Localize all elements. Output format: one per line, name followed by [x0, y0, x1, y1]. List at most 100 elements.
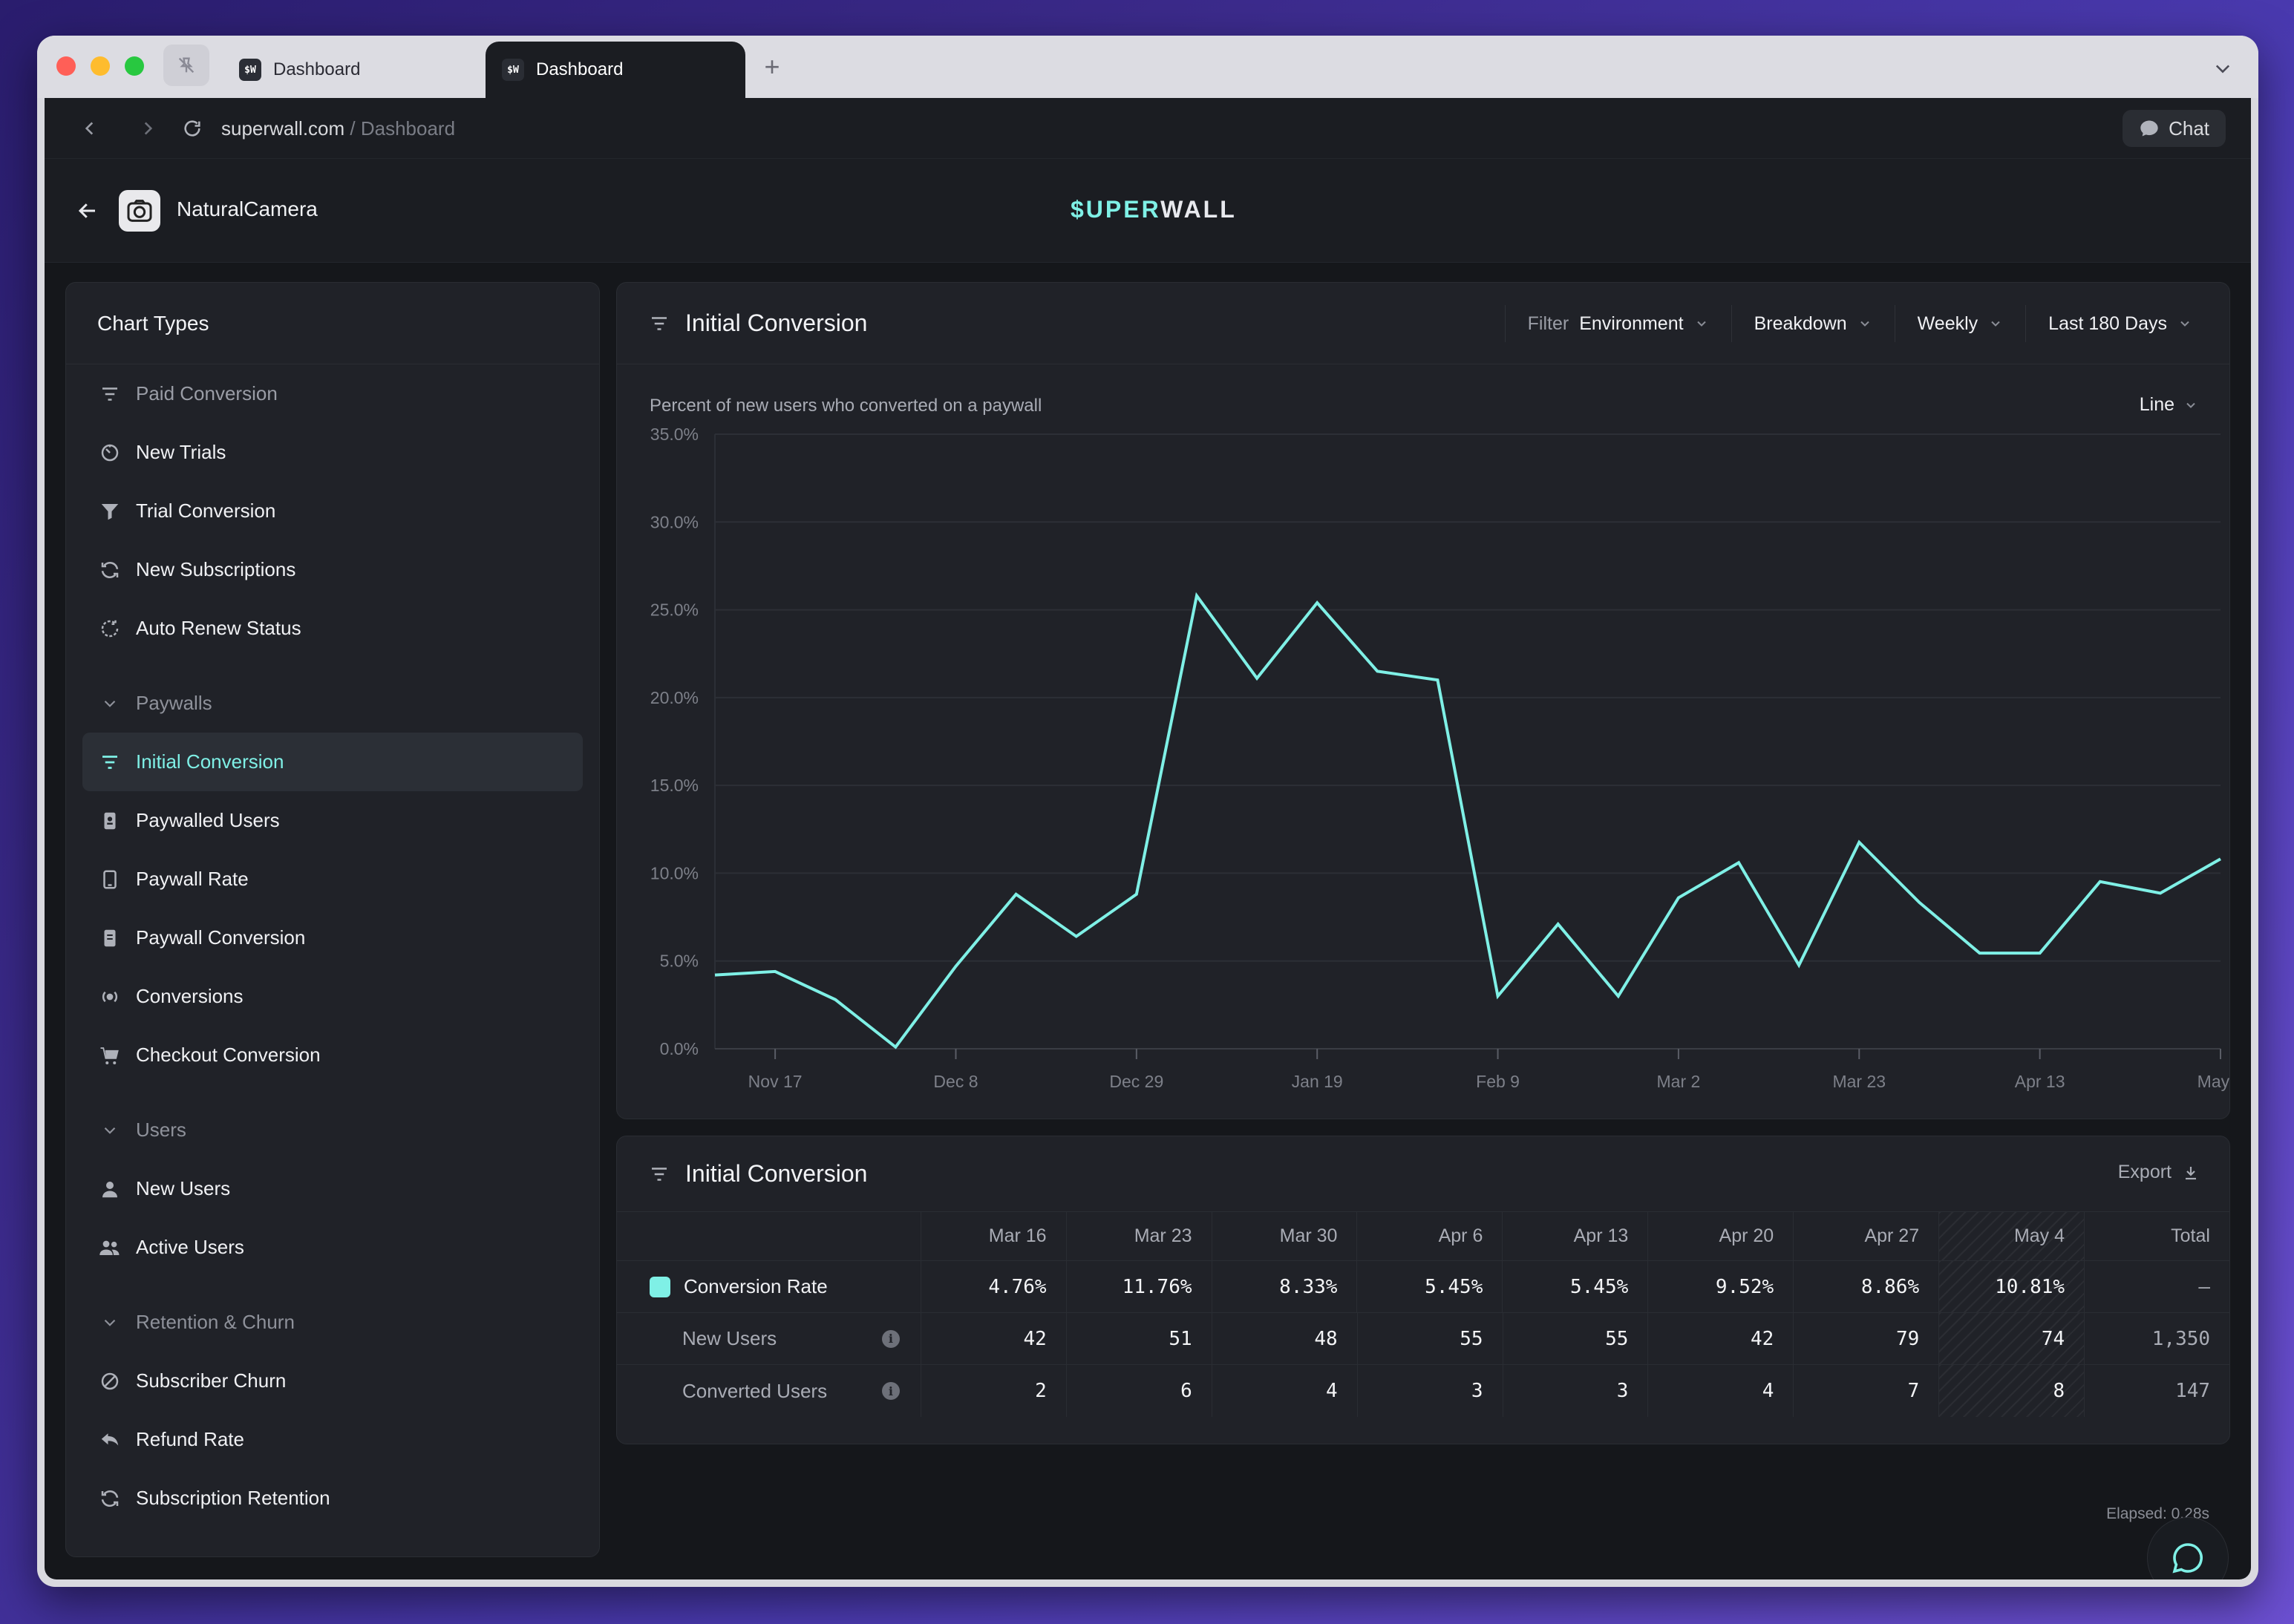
breakdown-dropdown[interactable]: Breakdown [1731, 305, 1895, 342]
browser-content: superwall.com / Dashboard Chat NaturalCa… [45, 98, 2251, 1579]
back-button[interactable] [76, 114, 104, 143]
browser-tab[interactable]: $W Dashboard [223, 42, 483, 98]
tablet-icon [97, 867, 122, 892]
table-cell: 8.33% [1212, 1261, 1358, 1312]
back-to-apps-button[interactable] [71, 194, 104, 227]
export-button[interactable]: Export [2118, 1162, 2200, 1183]
chat-bubble-icon [2140, 120, 2158, 137]
initial-conversion-line-chart: 0.0% 5.0% 10.0% 15.0% 20.0% 25.0% 30.0% 35.0% No… [650, 425, 2229, 1091]
sidebar-section-paywalls[interactable]: Paywalls [82, 674, 583, 733]
filter-label: Filter [1527, 312, 1569, 334]
table-row-conversion-rate: Conversion Rate 4.76% 11.76% 8.33% 5.45%… [617, 1261, 2229, 1313]
environment-filter-dropdown[interactable]: Filter Environment [1504, 305, 1731, 342]
tab-overview-button[interactable] [2208, 53, 2238, 83]
user-icon [97, 1176, 122, 1202]
table-cell: 4 [1648, 1365, 1794, 1417]
y-tick-label: 15.0% [650, 776, 699, 795]
chart-type-dropdown[interactable]: Line [2140, 394, 2198, 416]
chart-types-sidebar: Chart Types Paid Conversion New Trials T… [65, 282, 600, 1557]
chart-title: Initial Conversion [685, 310, 868, 336]
sidebar-item-paywall-rate[interactable]: Paywall Rate [82, 850, 583, 908]
info-icon[interactable]: i [881, 1382, 900, 1400]
badge-icon [97, 808, 122, 834]
new-tab-button[interactable]: + [764, 51, 780, 82]
sidebar-item-checkout-conversion[interactable]: Checkout Conversion [82, 1026, 583, 1084]
x-tick-label: Nov 17 [748, 1072, 803, 1091]
sidebar-section-users[interactable]: Users [82, 1101, 583, 1159]
sidebar-item-active-users[interactable]: Active Users [82, 1218, 583, 1277]
reload-icon [184, 120, 200, 137]
table-cell: 2 [921, 1365, 1067, 1417]
table-cell: 42 [1648, 1313, 1794, 1364]
info-icon[interactable]: i [881, 1329, 900, 1348]
table-cell: 79 [1794, 1313, 1940, 1364]
sidebar-item-new-users[interactable]: New Users [82, 1159, 583, 1218]
chevron-left-icon [85, 122, 94, 135]
sidebar-item-paywall-conversion[interactable]: Paywall Conversion [82, 908, 583, 967]
sidebar-item-new-subscriptions[interactable]: New Subscriptions [82, 540, 583, 599]
app-icon [119, 190, 160, 232]
support-chat-button[interactable] [2147, 1517, 2229, 1579]
address-bar: superwall.com / Dashboard Chat [45, 98, 2251, 159]
sidebar-item-subscriber-churn[interactable]: Subscriber Churn [82, 1352, 583, 1410]
y-tick-label: 35.0% [650, 425, 699, 444]
superwall-favicon-icon: $W [239, 59, 261, 81]
y-tick-label: 30.0% [650, 512, 699, 531]
maximize-window-button[interactable] [125, 56, 144, 76]
column-header: Mar 16 [921, 1212, 1067, 1260]
sidebar-item-conversions[interactable]: Conversions [82, 967, 583, 1026]
browser-tab-active[interactable]: $W Dashboard [486, 42, 745, 98]
chevron-down-icon [97, 1310, 122, 1335]
sidebar-item-paid-conversion[interactable]: Paid Conversion [82, 364, 583, 423]
chevron-down-icon [2215, 65, 2230, 73]
table-cell: 3 [1358, 1365, 1503, 1417]
table-header-row: Mar 16 Mar 23 Mar 30 Apr 6 Apr 13 Apr 20… [617, 1212, 2229, 1261]
table-cell: 55 [1503, 1313, 1649, 1364]
sidebar-item-auto-renew-status[interactable]: Auto Renew Status [82, 599, 583, 658]
close-window-button[interactable] [56, 56, 76, 76]
forward-button[interactable] [134, 114, 162, 143]
chevron-down-icon [1696, 321, 1706, 327]
pin-tab-button[interactable] [163, 45, 209, 86]
table-cell: 5.45% [1503, 1261, 1649, 1312]
sidebar-item-paywalled-users[interactable]: Paywalled Users [82, 791, 583, 850]
x-tick-label: Dec 8 [933, 1072, 978, 1091]
superwall-favicon-icon: $W [502, 59, 524, 81]
sidebar-item-refund-rate[interactable]: Refund Rate [82, 1410, 583, 1469]
chevron-down-icon [97, 1118, 122, 1143]
arrow-left-icon [78, 203, 95, 218]
interval-dropdown[interactable]: Weekly [1894, 305, 2026, 342]
x-tick-label: Dec 29 [1109, 1072, 1163, 1091]
table-cell: 8 [1939, 1365, 2085, 1417]
row-label[interactable]: Conversion Rate [617, 1261, 921, 1312]
table-cell: 6 [1067, 1365, 1212, 1417]
sidebar-section-retention[interactable]: Retention & Churn [82, 1293, 583, 1352]
sidebar-item-trial-conversion[interactable]: Trial Conversion [82, 482, 583, 540]
minimize-window-button[interactable] [91, 56, 110, 76]
table-cell: 5.45% [1357, 1261, 1503, 1312]
chevron-down-icon [97, 691, 122, 716]
date-range-dropdown[interactable]: Last 180 Days [2025, 305, 2215, 342]
sidebar-item-initial-conversion[interactable]: Initial Conversion [82, 733, 583, 791]
column-header: May 4 [1939, 1212, 2085, 1260]
table-cell: 4 [1212, 1365, 1358, 1417]
table-cell: 51 [1067, 1313, 1212, 1364]
reload-button[interactable] [178, 114, 206, 143]
table-cell: 8.86% [1794, 1261, 1940, 1312]
timer-icon [97, 440, 122, 465]
column-header: Apr 20 [1648, 1212, 1794, 1260]
table-cell: 55 [1358, 1313, 1503, 1364]
reply-icon [97, 1427, 122, 1453]
chat-button[interactable]: Chat [2123, 110, 2226, 147]
table-cell: 42 [921, 1313, 1067, 1364]
sidebar-item-subscription-retention[interactable]: Subscription Retention [82, 1469, 583, 1528]
y-tick-label: 5.0% [660, 952, 699, 971]
app-name: NaturalCamera [177, 197, 318, 220]
table-title: Initial Conversion [685, 1160, 868, 1187]
chart-controls: Filter Environment Breakdown Weekly Last… [1504, 305, 2215, 342]
x-tick-label: Mar 23 [1832, 1072, 1886, 1091]
sidebar-item-new-trials[interactable]: New Trials [82, 423, 583, 482]
chart-subtitle: Percent of new users who converted on a … [650, 396, 1042, 416]
chart-card-header: Initial Conversion [617, 283, 2229, 364]
url-field[interactable]: superwall.com / Dashboard [221, 117, 455, 140]
